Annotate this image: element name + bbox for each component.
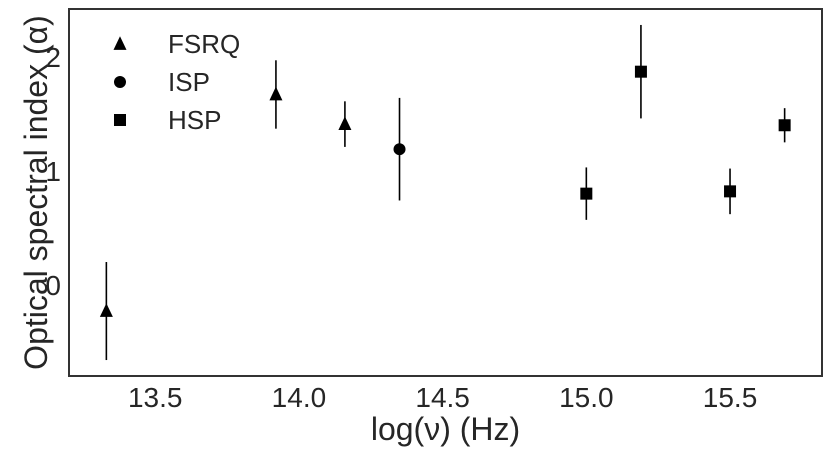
data-point-square (634, 65, 647, 78)
y-tick-label: 2 (45, 42, 61, 73)
x-tick-label: 14.0 (272, 382, 327, 413)
data-point-square (580, 187, 593, 200)
y-axis-ticks: 0 1 2 (45, 42, 61, 301)
legend-label: HSP (168, 105, 221, 135)
series-isp (393, 97, 406, 201)
series-hsp (580, 24, 791, 220)
y-tick-label: 1 (45, 156, 61, 187)
legend: FSRQ ISP HSP (113, 29, 240, 135)
data-point-circle (393, 143, 406, 156)
legend-item: FSRQ (113, 29, 240, 59)
legend-marker-square (114, 114, 126, 126)
x-tick-label: 15.0 (559, 382, 614, 413)
data-point-square (724, 185, 737, 198)
x-tick-label: 15.5 (703, 382, 758, 413)
data-point-square (778, 119, 791, 132)
x-axis-ticks: 13.5 14.0 14.5 15.0 15.5 (128, 382, 757, 413)
legend-item: ISP (114, 67, 210, 97)
plot-frame (68, 8, 823, 377)
data-point-triangle (269, 86, 283, 101)
x-axis-label: log(ν) (Hz) (371, 411, 520, 447)
data-marks (99, 24, 791, 361)
series-fsrq (99, 60, 352, 361)
y-axis-label: Optical spectral index (α) (18, 15, 54, 370)
legend-marker-triangle (113, 36, 127, 50)
legend-label: FSRQ (168, 29, 240, 59)
y-tick-label: 0 (45, 270, 61, 301)
legend-marker-circle (114, 76, 126, 88)
data-point-triangle (99, 303, 113, 317)
data-point-triangle (338, 116, 352, 130)
legend-item: HSP (114, 105, 221, 135)
x-tick-label: 14.5 (415, 382, 470, 413)
x-tick-label: 13.5 (128, 382, 183, 413)
legend-label: ISP (168, 67, 210, 97)
